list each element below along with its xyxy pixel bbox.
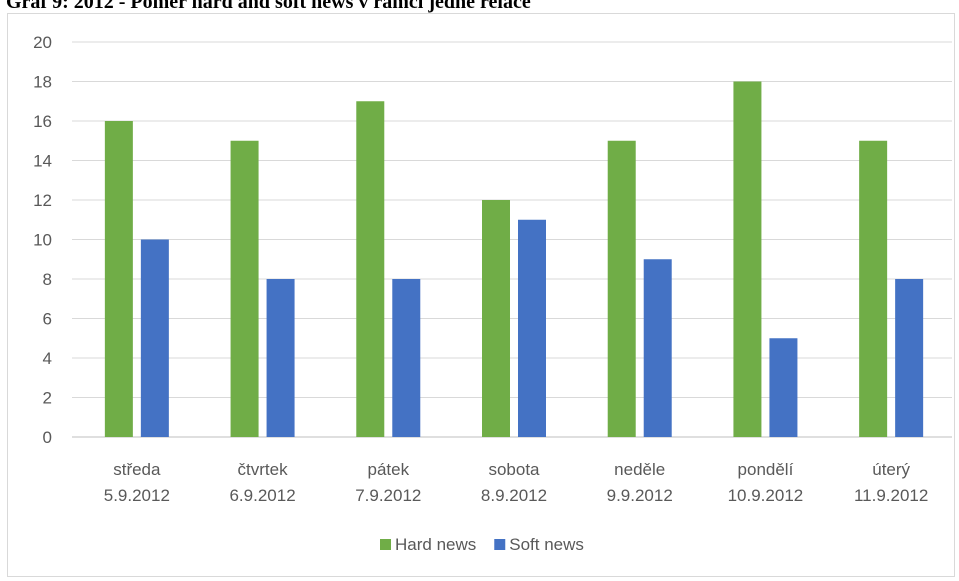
y-tick-label: 2 — [43, 389, 52, 408]
bar-soft-news — [769, 338, 798, 437]
bar-soft-news — [266, 279, 295, 437]
y-tick-label: 18 — [33, 73, 52, 92]
x-tick-label: neděle — [614, 460, 665, 479]
bar-hard-news — [356, 101, 385, 437]
y-tick-label: 6 — [43, 310, 52, 329]
x-tick-label: čtvrtek — [238, 460, 289, 479]
bar-soft-news — [643, 259, 672, 437]
x-tick-label: 5.9.2012 — [104, 486, 170, 505]
x-tick-label: úterý — [872, 460, 910, 479]
x-tick-label: pondělí — [738, 460, 794, 479]
y-tick-label: 16 — [33, 112, 52, 131]
bar-hard-news — [482, 200, 510, 437]
x-tick-label: pátek — [367, 460, 409, 479]
y-tick-label: 10 — [33, 231, 52, 250]
y-tick-label: 8 — [43, 270, 52, 289]
y-tick-label: 0 — [43, 428, 52, 447]
x-tick-label: 6.9.2012 — [229, 486, 295, 505]
legend-swatch-soft-news — [494, 539, 506, 550]
x-tick-label: 9.9.2012 — [607, 486, 673, 505]
bar-hard-news — [859, 140, 888, 437]
y-tick-label: 20 — [33, 33, 52, 52]
bar-hard-news — [104, 121, 133, 437]
x-tick-label: 8.9.2012 — [481, 486, 547, 505]
bar-hard-news — [733, 81, 762, 437]
x-tick-label: sobota — [488, 460, 540, 479]
x-tick-label: 7.9.2012 — [355, 486, 421, 505]
bar-hard-news — [230, 140, 259, 437]
legend-label-soft-news: Soft news — [509, 535, 584, 554]
legend-swatch-hard-news — [380, 539, 391, 550]
bar-soft-news — [895, 279, 924, 437]
x-tick-label: 10.9.2012 — [728, 486, 804, 505]
y-tick-label: 12 — [33, 191, 52, 210]
y-tick-label: 4 — [43, 349, 52, 368]
x-tick-label: středa — [113, 460, 161, 479]
y-tick-label: 14 — [33, 152, 52, 171]
bar-soft-news — [392, 279, 421, 437]
legend-label-hard-news: Hard news — [395, 535, 476, 554]
chart-caption: Graf 9: 2012 - Poměr hard and soft news … — [6, 0, 531, 13]
bar-soft-news — [140, 239, 169, 437]
bar-hard-news — [607, 140, 636, 437]
bar-soft-news — [518, 219, 546, 437]
x-tick-label: 11.9.2012 — [854, 486, 928, 505]
